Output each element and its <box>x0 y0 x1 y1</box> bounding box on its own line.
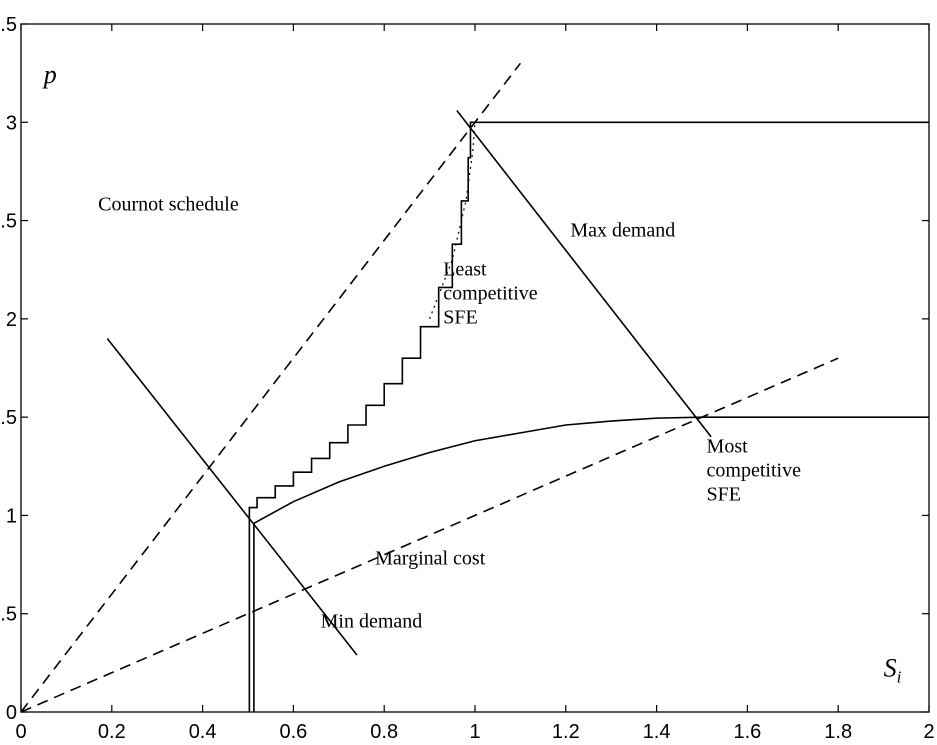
annotation-line: SFE <box>707 484 741 506</box>
y-tick-label: 2 <box>6 309 17 331</box>
y-tick-label: 3.5 <box>0 14 17 36</box>
x-tick-label: 0.8 <box>370 721 398 743</box>
series-line-3 <box>106 338 358 656</box>
annotation-label: Most competitive SFE <box>707 436 802 506</box>
y-tick-label: 0 <box>6 702 17 724</box>
annotation-line: Least <box>443 259 487 281</box>
y-tick-label: 0.5 <box>0 604 17 626</box>
plot-frame <box>20 23 930 713</box>
annotation-line: SFE <box>443 307 477 329</box>
annotation-label: Max demand <box>570 219 675 241</box>
annotation-label: Marginal cost <box>375 548 486 570</box>
y-tick-label: 2.5 <box>0 211 17 233</box>
series-line-7 <box>253 416 929 712</box>
annotation-line: Marginal cost <box>375 548 486 570</box>
x-axis-label-main: S <box>884 654 897 683</box>
x-tick-label: 2 <box>923 721 934 743</box>
x-axis-label-subscript: i <box>897 668 902 687</box>
annotation-label: Min demand <box>321 610 423 632</box>
annotation-line: Most <box>707 436 749 458</box>
x-tick-label: 1.8 <box>824 721 852 743</box>
y-tick-label: 3 <box>6 112 17 134</box>
plot-marks <box>20 62 929 713</box>
x-tick-label: 0.2 <box>98 721 126 743</box>
series-line-2 <box>20 357 839 713</box>
x-tick-label: 0.4 <box>189 721 217 743</box>
y-tick-label: 1.5 <box>0 407 17 429</box>
axis-ticks: 0 0.2 0.4 0.6 0.8 1 1.2 1.4 1.6 1.8 2 0 0.5 1 1.5 2 2.5 3… <box>0 14 935 743</box>
y-axis-label: p <box>42 60 57 89</box>
series-line-1 <box>20 62 522 713</box>
x-axis-label: Si <box>884 654 902 687</box>
series-line-5 <box>248 121 929 712</box>
annotation-line: Cournot schedule <box>98 194 239 216</box>
annotation-label: Least competitive SFE <box>443 259 538 329</box>
annotation-line: Max demand <box>570 219 675 241</box>
x-tick-label: 1.4 <box>643 721 671 743</box>
x-tick-label: 0 <box>15 721 26 743</box>
x-tick-label: 0.6 <box>279 721 307 743</box>
annotation-label: Cournot schedule <box>98 194 239 216</box>
series-line-4 <box>456 109 712 438</box>
x-tick-label: 1.2 <box>552 721 580 743</box>
y-tick-label: 1 <box>6 505 17 527</box>
x-tick-label: 1 <box>469 721 480 743</box>
x-tick-label: 1.6 <box>733 721 761 743</box>
annotation-line: Min demand <box>321 610 423 632</box>
annotation-line: competitive <box>443 283 538 305</box>
series-line-6 <box>429 122 476 320</box>
annotation-line: competitive <box>707 460 802 482</box>
